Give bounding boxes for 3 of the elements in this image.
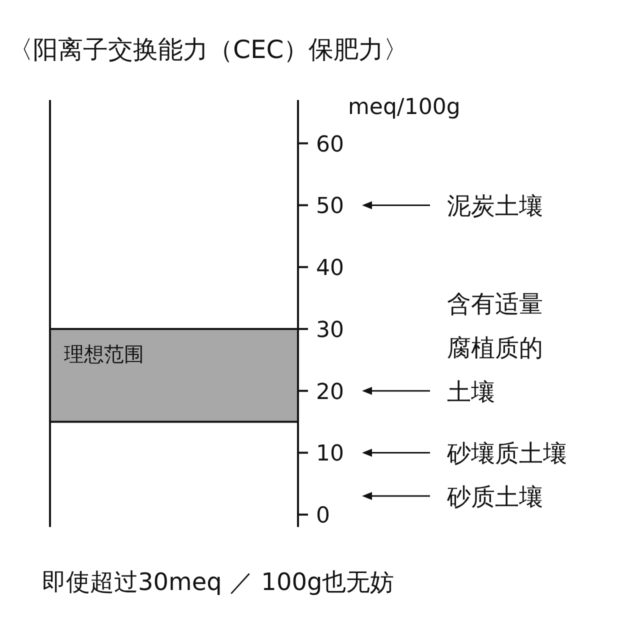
ylabel: meq/100g <box>348 95 460 120</box>
title: 〈阳离子交换能力（CEC）保肥力〉 <box>8 35 409 64</box>
bar-label: 理想范围 <box>64 342 144 366</box>
